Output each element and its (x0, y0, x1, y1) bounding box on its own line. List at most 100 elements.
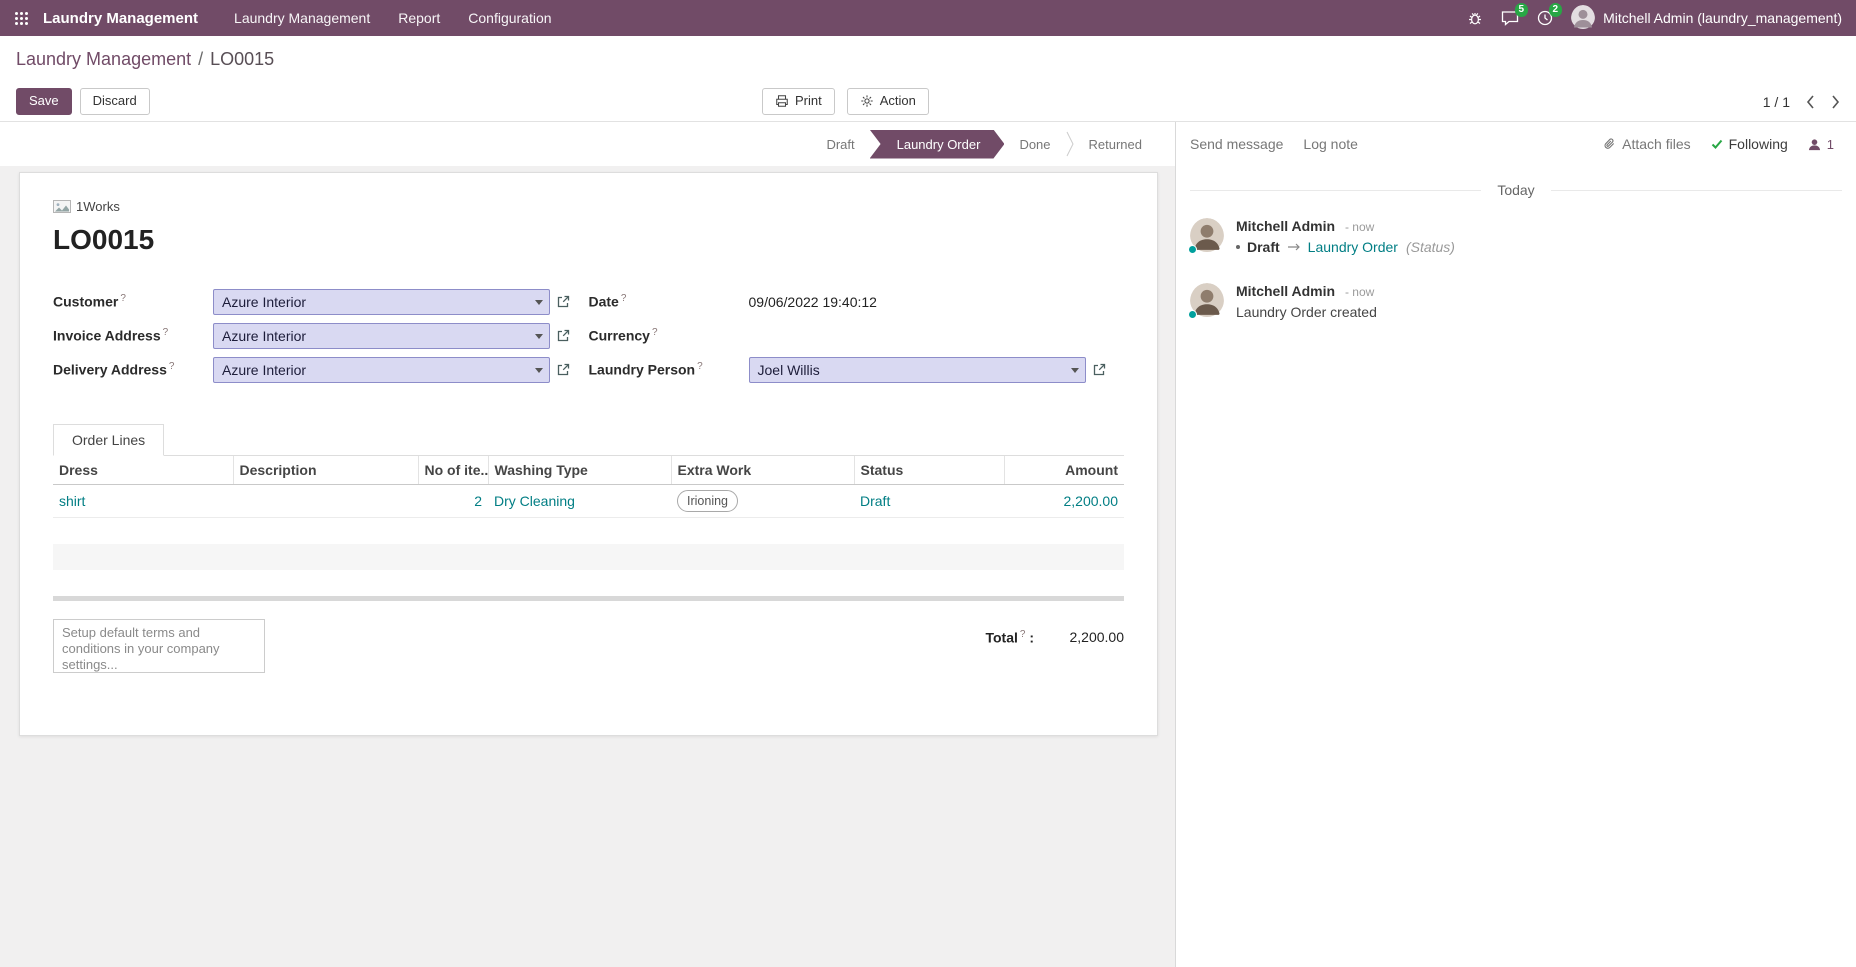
attach-files-label: Attach files (1622, 136, 1691, 152)
arrow-right-icon (1287, 243, 1301, 251)
followers-button[interactable]: 1 (1808, 137, 1834, 152)
app-name[interactable]: Laundry Management (43, 9, 199, 27)
top-navbar: Laundry Management Laundry Management Re… (0, 0, 1856, 36)
person-icon (1808, 138, 1821, 151)
col-washing-type[interactable]: Washing Type (487, 456, 671, 485)
chatter-panel: Send message Log note Attach files Follo… (1176, 122, 1856, 967)
date-label: Date? (588, 293, 627, 310)
cell-extra-work[interactable]: Irioning (671, 484, 854, 519)
customer-external-link-icon[interactable] (557, 295, 570, 308)
apps-grid-icon[interactable] (14, 11, 29, 26)
delivery-address-select[interactable]: Azure Interior (213, 356, 550, 383)
customer-label: Customer? (53, 293, 126, 310)
status-step-draft[interactable]: Draft (826, 136, 855, 152)
invoice-address-label: Invoice Address? (53, 327, 169, 344)
pager: 1 / 1 (1763, 94, 1840, 110)
discard-button[interactable]: Discard (79, 88, 150, 115)
chevron-down-icon (535, 299, 543, 305)
pager-next-icon[interactable] (1831, 94, 1840, 109)
status-step-returned[interactable]: Returned (1088, 136, 1142, 152)
form-pane: Draft Laundry Order Done Returned 1Works… (0, 122, 1176, 967)
menu-configuration[interactable]: Configuration (468, 10, 552, 26)
following-button[interactable]: Following (1711, 136, 1788, 152)
col-dress[interactable]: Dress (53, 456, 233, 485)
tracking-new-value[interactable]: Laundry Order (1307, 239, 1398, 255)
send-message-button[interactable]: Send message (1190, 136, 1284, 152)
online-status-dot (1188, 245, 1197, 254)
order-line-row[interactable]: shirt 2 Dry Cleaning Irioning Draft 2,20… (53, 484, 1124, 519)
tracking-change: Draft Laundry Order (Status) (1236, 239, 1455, 255)
total-label: Total? : (985, 628, 1034, 646)
log-note-button[interactable]: Log note (1303, 136, 1358, 152)
avatar (1188, 283, 1224, 319)
user-menu[interactable]: Mitchell Admin (laundry_management) (1571, 4, 1842, 32)
printer-icon (775, 94, 789, 108)
empty-row (53, 518, 1124, 544)
table-end-divider (53, 595, 1124, 601)
cell-no-of-items[interactable]: 2 (418, 484, 488, 519)
breadcrumb-parent[interactable]: Laundry Management (16, 48, 192, 69)
status-step-laundry-order[interactable]: Laundry Order (870, 130, 1005, 159)
cell-status[interactable]: Draft (854, 484, 1004, 519)
col-status[interactable]: Status (853, 456, 1004, 485)
print-button[interactable]: Print (762, 88, 835, 115)
cell-dress[interactable]: shirt (53, 484, 233, 519)
customer-select[interactable]: Azure Interior (213, 288, 550, 315)
activities-clock-icon[interactable]: 2 (1537, 3, 1563, 26)
attach-files-button[interactable]: Attach files (1603, 136, 1691, 152)
help-marker: ? (162, 327, 169, 339)
menu-laundry-management[interactable]: Laundry Management (234, 10, 371, 26)
delivery-address-label: Delivery Address? (53, 361, 175, 378)
pager-previous-icon[interactable] (1806, 94, 1815, 109)
message: Mitchell Admin - now Draft Laundry Order… (1176, 202, 1856, 267)
laundry-person-external-link-icon[interactable] (1093, 363, 1106, 376)
action-label: Action (879, 93, 916, 109)
empty-row (53, 543, 1124, 570)
user-name: Mitchell Admin (laundry_management) (1603, 10, 1842, 26)
day-divider: Today (1176, 182, 1856, 198)
help-marker: ? (620, 293, 627, 305)
laundry-person-label: Laundry Person? (588, 361, 703, 378)
activities-badge: 2 (1548, 3, 1563, 17)
form-sheet: 1Works LO0015 Customer? Azure Interior (19, 172, 1158, 736)
invoice-address-external-link-icon[interactable] (557, 329, 570, 342)
debug-icon[interactable] (1467, 10, 1483, 26)
followers-count: 1 (1826, 136, 1834, 152)
currency-label: Currency? (588, 327, 658, 344)
avatar (1188, 218, 1224, 254)
user-avatar (1571, 4, 1596, 32)
notebook-tabs: Order Lines (53, 424, 1124, 456)
cell-amount[interactable]: 2,200.00 (1004, 484, 1124, 519)
help-marker: ? (651, 327, 658, 339)
chevron-down-icon (535, 367, 543, 373)
breadcrumb-separator: / (198, 48, 204, 69)
tab-order-lines[interactable]: Order Lines (53, 424, 165, 456)
message: Mitchell Admin - now Laundry Order creat… (1176, 267, 1856, 332)
terms-textarea[interactable]: Setup default terms and conditions in yo… (53, 618, 265, 673)
chevron-down-icon (535, 333, 543, 339)
save-button[interactable]: Save (16, 88, 72, 115)
status-step-done[interactable]: Done (1019, 136, 1051, 152)
order-lines-table: Dress Description No of ite... Washing T… (53, 456, 1124, 596)
message-author: Mitchell Admin (1236, 283, 1336, 299)
col-no-of-items[interactable]: No of ite... (417, 456, 488, 485)
col-description[interactable]: Description (232, 456, 418, 485)
cell-washing-type[interactable]: Dry Cleaning (488, 484, 671, 519)
invoice-address-select[interactable]: Azure Interior (213, 322, 550, 349)
tracking-field-name: (Status) (1405, 239, 1455, 255)
menu-report[interactable]: Report (398, 10, 441, 26)
messages-icon[interactable]: 5 (1501, 3, 1529, 26)
cell-description[interactable] (233, 484, 418, 519)
date-value[interactable]: 09/06/2022 19:40:12 (748, 293, 877, 310)
action-button[interactable]: Action (846, 88, 929, 115)
breadcrumb: Laundry Management / LO0015 (0, 36, 1856, 82)
following-label: Following (1728, 136, 1788, 152)
message-time: - now (1344, 220, 1375, 234)
col-extra-work[interactable]: Extra Work (670, 456, 854, 485)
col-amount[interactable]: Amount (1003, 456, 1124, 485)
laundry-person-select[interactable]: Joel Willis (748, 356, 1086, 383)
delivery-address-external-link-icon[interactable] (557, 363, 570, 376)
message-body: Laundry Order created (1236, 304, 1377, 320)
bullet-dot (1236, 245, 1240, 249)
extra-work-tag: Irioning (677, 490, 738, 513)
